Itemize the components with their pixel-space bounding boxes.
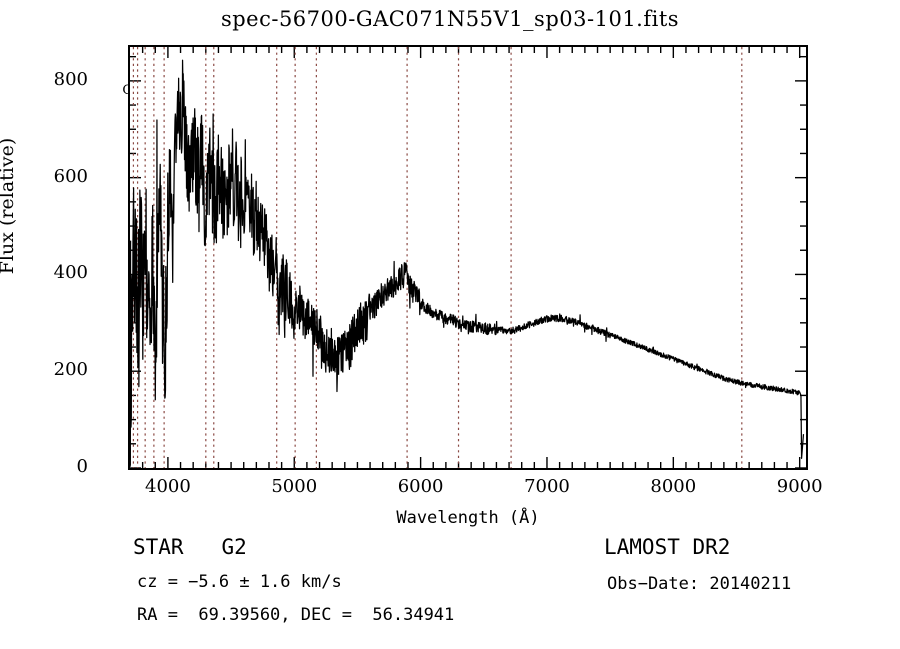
coordinates: RA = 69.39560, DEC = 56.34941 xyxy=(137,605,455,625)
x-tick-label: 9000 xyxy=(776,476,823,497)
x-tick-label: 8000 xyxy=(650,476,697,497)
figure-title: spec-56700-GAC071N55V1_sp03-101.fits xyxy=(220,7,680,31)
y-tick-label: 400 xyxy=(53,262,88,284)
x-tick-label: 5000 xyxy=(271,476,318,497)
x-axis-label: Wavelength (Å) xyxy=(396,508,540,528)
y-tick-label: 200 xyxy=(53,359,88,381)
spectrum-svg xyxy=(130,47,806,468)
x-tick-label: 4000 xyxy=(145,476,191,497)
survey-name: LAMOST DR2 xyxy=(604,535,731,559)
y-tick-label: 600 xyxy=(53,165,88,187)
x-tick-label: 6000 xyxy=(397,476,444,497)
redshift-velocity: cz = −5.6 ± 1.6 km/s xyxy=(137,572,342,592)
y-tick-label: 800 xyxy=(53,68,88,90)
plot-inner xyxy=(130,47,806,468)
observation-date: Obs−Date: 20140211 xyxy=(607,574,792,594)
object-type-line: STAR G2 xyxy=(133,535,247,559)
x-tick-label: 7000 xyxy=(524,476,570,497)
y-tick-label: 0 xyxy=(76,456,88,477)
plot-area xyxy=(128,45,808,470)
